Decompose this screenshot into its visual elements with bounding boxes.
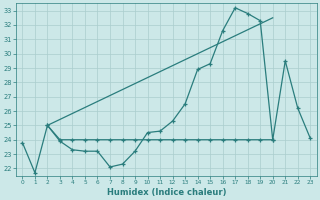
X-axis label: Humidex (Indice chaleur): Humidex (Indice chaleur) xyxy=(107,188,226,197)
